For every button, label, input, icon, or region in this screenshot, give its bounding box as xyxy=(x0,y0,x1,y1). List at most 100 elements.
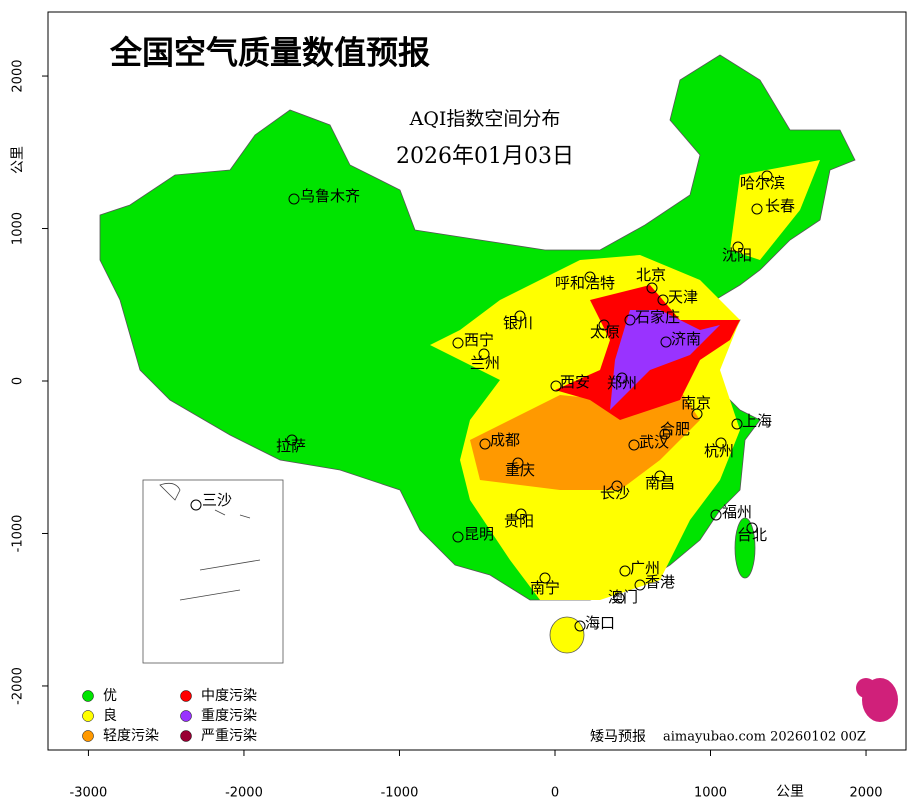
date: 2026年01月03日 xyxy=(396,144,574,169)
y-tick-label: -2000 xyxy=(11,667,26,705)
legend-label: 严重污染 xyxy=(201,728,257,744)
city-marker xyxy=(624,314,636,326)
y-tick-label: 1000 xyxy=(11,212,26,245)
x-tick-label: 1000 xyxy=(694,786,727,801)
city-label: 拉萨 xyxy=(276,437,306,455)
city-label: 三沙 xyxy=(202,491,232,509)
city-label: 澳门 xyxy=(608,588,638,606)
city-label: 郑州 xyxy=(607,374,637,392)
city-marker xyxy=(452,337,464,349)
city-marker xyxy=(452,531,464,543)
city-marker xyxy=(646,282,658,294)
city-marker xyxy=(574,620,586,632)
city-label: 香港 xyxy=(645,573,675,591)
city-marker xyxy=(731,418,743,430)
x-tick-label: 0 xyxy=(551,786,559,801)
city-marker xyxy=(715,437,727,449)
city-label: 贵阳 xyxy=(504,512,534,530)
china-map xyxy=(99,54,856,664)
city-marker xyxy=(512,457,524,469)
city-marker xyxy=(584,271,596,283)
city-marker xyxy=(288,193,300,205)
city-label: 西宁 xyxy=(464,331,494,349)
city-marker xyxy=(691,408,703,420)
mascot xyxy=(856,678,898,722)
y-tick-label: -1000 xyxy=(11,515,26,553)
city-marker xyxy=(613,592,625,604)
city-label: 合肥 xyxy=(660,420,690,438)
city-marker xyxy=(660,336,672,348)
city-label: 武汉 xyxy=(639,433,669,451)
city-label: 银川 xyxy=(503,314,533,332)
city-marker xyxy=(514,310,526,322)
city-marker xyxy=(539,572,551,584)
city-label: 石家庄 xyxy=(635,308,680,326)
city-label: 长春 xyxy=(765,197,795,215)
city-label: 太原 xyxy=(590,323,620,341)
city-marker xyxy=(190,499,202,511)
city-marker xyxy=(515,508,527,520)
city-label: 广州 xyxy=(630,559,660,577)
city-label: 南昌 xyxy=(645,474,675,492)
city-label: 长沙 xyxy=(600,484,630,502)
city-marker xyxy=(628,439,640,451)
city-label: 兰州 xyxy=(470,354,500,372)
city-label: 上海 xyxy=(742,412,772,430)
city-label: 天津 xyxy=(668,288,698,306)
legend-swatch xyxy=(180,690,192,702)
city-marker xyxy=(634,579,646,591)
city-marker xyxy=(479,438,491,450)
city-label: 昆明 xyxy=(464,525,494,543)
city-marker xyxy=(751,203,763,215)
city-label: 南京 xyxy=(681,394,711,412)
city-marker xyxy=(657,294,669,306)
x-tick-label: -3000 xyxy=(70,786,108,801)
footer-brand: 矮马预报 xyxy=(590,729,646,745)
city-label: 成都 xyxy=(490,431,520,449)
city-marker xyxy=(616,372,628,384)
city-marker xyxy=(286,434,298,446)
title: 全国空气质量数值预报 xyxy=(109,34,430,72)
x-unit: 公里 xyxy=(776,784,804,800)
city-marker xyxy=(478,348,490,360)
city-marker xyxy=(761,170,773,182)
x-tick-label: -1000 xyxy=(381,786,419,801)
y-tick-label: 0 xyxy=(11,377,26,385)
city-label: 福州 xyxy=(722,503,752,521)
y-tick-label: 2000 xyxy=(11,59,26,92)
city-label: 杭州 xyxy=(704,442,734,460)
city-label: 哈尔滨 xyxy=(740,174,785,192)
city-label: 海口 xyxy=(585,614,615,632)
legend-swatch xyxy=(82,690,94,702)
legend-label: 重度污染 xyxy=(201,708,257,724)
x-tick-label: -2000 xyxy=(225,786,263,801)
legend-swatch xyxy=(82,710,94,722)
footer-site: aimayubao.com 20260102 00Z xyxy=(663,730,866,745)
x-tick-label: 2000 xyxy=(849,786,882,801)
city-marker xyxy=(550,380,562,392)
city-marker xyxy=(746,522,758,534)
city-label: 济南 xyxy=(671,330,701,348)
city-label: 沈阳 xyxy=(722,246,752,264)
city-label: 北京 xyxy=(636,266,666,284)
legend-label: 优 xyxy=(103,688,117,704)
city-marker xyxy=(619,565,631,577)
city-marker xyxy=(659,428,671,440)
legend-swatch xyxy=(180,710,192,722)
city-marker xyxy=(732,241,744,253)
city-marker xyxy=(710,509,722,521)
y-unit: 公里 xyxy=(10,146,26,174)
legend-swatch xyxy=(82,730,94,742)
city-marker xyxy=(598,319,610,331)
city-marker xyxy=(654,470,666,482)
city-label: 南宁 xyxy=(530,579,560,597)
city-marker xyxy=(611,480,623,492)
legend-label: 轻度污染 xyxy=(103,728,159,744)
legend-label: 中度污染 xyxy=(201,688,257,704)
city-label: 呼和浩特 xyxy=(555,274,615,292)
city-label: 重庆 xyxy=(505,461,535,479)
city-label: 西安 xyxy=(560,373,590,391)
subtitle: AQI指数空间分布 xyxy=(409,108,561,130)
city-label: 乌鲁木齐 xyxy=(300,187,360,205)
